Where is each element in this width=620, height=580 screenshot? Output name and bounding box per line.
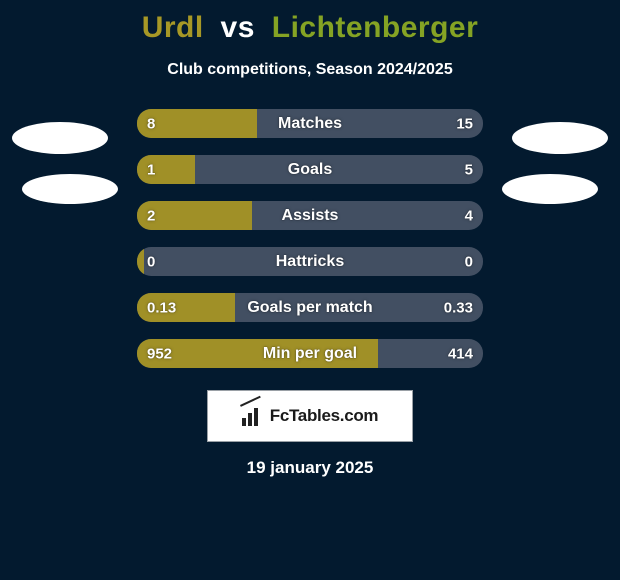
stat-value-left: 1 [147, 161, 155, 178]
stat-bar-left-fill [137, 247, 144, 276]
stat-row: 15Goals [0, 155, 620, 184]
stat-bar: 952414Min per goal [137, 339, 483, 368]
stat-bar: 0 0Hattricks [137, 247, 483, 276]
subtitle: Club competitions, Season 2024/2025 [0, 61, 620, 79]
stat-value-right: 0.33 [444, 299, 473, 316]
player2-name: Lichtenberger [272, 11, 479, 44]
player1-name: Urdl [142, 11, 204, 44]
stat-bar-left-fill [137, 155, 195, 184]
stat-row: 0.130.33Goals per match [0, 293, 620, 322]
stat-row: 952414Min per goal [0, 339, 620, 368]
stat-bar-left-fill [137, 339, 378, 368]
date-label: 19 january 2025 [0, 458, 620, 478]
stat-row: 24Assists [0, 201, 620, 230]
brand-box: FcTables.com [207, 390, 413, 442]
fctables-logo-icon [242, 406, 264, 426]
stat-value-left: 0 [147, 253, 155, 270]
stat-bar: 0.130.33Goals per match [137, 293, 483, 322]
stat-value-right: 15 [456, 115, 473, 132]
stat-value-right: 414 [448, 345, 473, 362]
brand-text: FcTables.com [270, 406, 379, 426]
stat-name: Hattricks [137, 253, 483, 271]
stat-row: 0 0Hattricks [0, 247, 620, 276]
stat-row: 815Matches [0, 109, 620, 138]
page-title: Urdl vs Lichtenberger [0, 0, 620, 47]
stat-value-left: 0.13 [147, 299, 176, 316]
stat-value-right: 0 [465, 253, 473, 270]
stat-bar: 815Matches [137, 109, 483, 138]
stat-bar: 24Assists [137, 201, 483, 230]
comparison-infographic: Urdl vs Lichtenberger Club competitions,… [0, 0, 620, 580]
stat-value-left: 952 [147, 345, 172, 362]
stat-value-left: 2 [147, 207, 155, 224]
stat-value-right: 5 [465, 161, 473, 178]
stat-bar: 15Goals [137, 155, 483, 184]
stat-value-right: 4 [465, 207, 473, 224]
vs-word: vs [221, 11, 255, 44]
stat-value-left: 8 [147, 115, 155, 132]
